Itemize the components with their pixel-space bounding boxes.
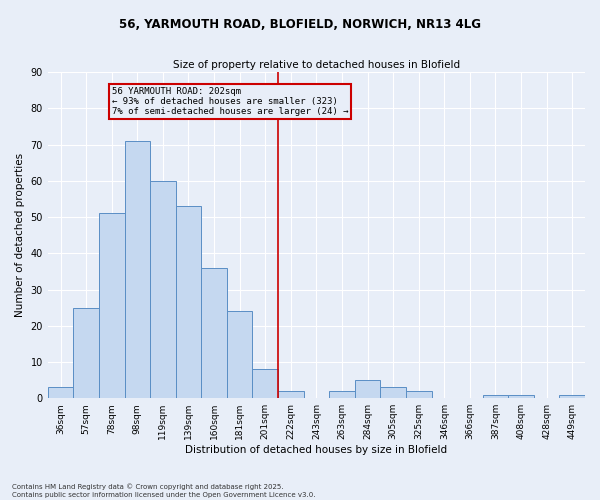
Bar [176, 206, 201, 398]
Bar [355, 380, 380, 398]
Bar [508, 394, 534, 398]
Bar [559, 394, 585, 398]
Bar [278, 391, 304, 398]
Text: 56, YARMOUTH ROAD, BLOFIELD, NORWICH, NR13 4LG: 56, YARMOUTH ROAD, BLOFIELD, NORWICH, NR… [119, 18, 481, 30]
Bar [73, 308, 99, 398]
Bar [201, 268, 227, 398]
Y-axis label: Number of detached properties: Number of detached properties [15, 153, 25, 318]
Bar [406, 391, 431, 398]
Bar [227, 312, 253, 398]
X-axis label: Distribution of detached houses by size in Blofield: Distribution of detached houses by size … [185, 445, 448, 455]
Title: Size of property relative to detached houses in Blofield: Size of property relative to detached ho… [173, 60, 460, 70]
Bar [48, 388, 73, 398]
Text: 56 YARMOUTH ROAD: 202sqm
← 93% of detached houses are smaller (323)
7% of semi-d: 56 YARMOUTH ROAD: 202sqm ← 93% of detach… [112, 86, 348, 117]
Bar [125, 141, 150, 398]
Bar [253, 369, 278, 398]
Text: Contains HM Land Registry data © Crown copyright and database right 2025.
Contai: Contains HM Land Registry data © Crown c… [12, 484, 316, 498]
Bar [329, 391, 355, 398]
Bar [99, 214, 125, 398]
Bar [380, 388, 406, 398]
Bar [482, 394, 508, 398]
Bar [150, 181, 176, 398]
